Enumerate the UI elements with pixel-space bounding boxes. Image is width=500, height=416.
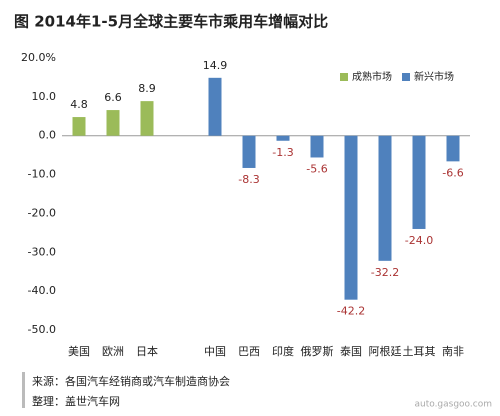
legend-label: 新兴市场	[414, 70, 454, 83]
value-label: -5.6	[306, 162, 327, 175]
y-tick-label: -50.0	[28, 323, 56, 336]
x-tick-label: 印度	[272, 344, 294, 358]
source: 来源：各国汽车经销商或汽车制造商协会	[32, 374, 230, 388]
y-tick-label: -40.0	[28, 284, 56, 297]
bar	[378, 135, 392, 261]
y-tick-label: 10.0	[32, 90, 57, 103]
compiled-by: 整理：盖世汽车网	[32, 394, 120, 408]
value-label: -1.3	[272, 146, 293, 159]
value-label: 14.9	[203, 59, 228, 72]
value-label: -8.3	[238, 173, 259, 186]
x-tick-label: 土耳其	[403, 345, 436, 358]
y-tick-label: -10.0	[28, 168, 56, 181]
value-label: 4.8	[70, 98, 88, 111]
x-tick-label: 中国	[204, 345, 226, 358]
footer-bar	[22, 372, 25, 408]
bar	[344, 135, 358, 300]
value-label: -42.2	[337, 305, 365, 318]
legend-swatch	[402, 73, 410, 81]
value-label: 8.9	[138, 82, 156, 95]
x-tick-label: 南非	[442, 345, 464, 358]
bar	[412, 135, 426, 229]
x-tick-label: 日本	[136, 344, 158, 358]
bar	[310, 135, 324, 158]
x-tick-label: 俄罗斯	[301, 345, 334, 358]
value-label: -6.6	[442, 166, 463, 179]
bar	[72, 117, 86, 136]
x-tick-label: 巴西	[238, 345, 260, 358]
legend-label: 成熟市场	[352, 70, 392, 83]
bar	[140, 101, 154, 136]
bar	[446, 135, 460, 162]
x-tick-label: 美国	[68, 345, 90, 358]
bar	[242, 135, 256, 168]
bar	[276, 135, 290, 141]
y-tick-label: -30.0	[28, 245, 56, 258]
x-tick-label: 欧洲	[102, 345, 124, 358]
y-tick-label: 0.0	[39, 129, 57, 142]
y-tick-label: 20.0%	[21, 51, 56, 64]
bar	[208, 77, 222, 136]
value-label: 6.6	[104, 91, 122, 104]
value-label: -32.2	[371, 266, 399, 279]
legend-swatch	[340, 73, 348, 81]
value-label: -24.0	[405, 234, 433, 247]
y-tick-label: -20.0	[28, 206, 56, 219]
chart-title: 图 2014年1-5月全球主要车市乘用车增幅对比	[14, 13, 328, 31]
x-tick-label: 阿根廷	[369, 344, 402, 358]
bar	[106, 110, 120, 136]
x-tick-label: 泰国	[340, 344, 362, 358]
watermark: auto.gasgoo.com	[414, 400, 492, 410]
